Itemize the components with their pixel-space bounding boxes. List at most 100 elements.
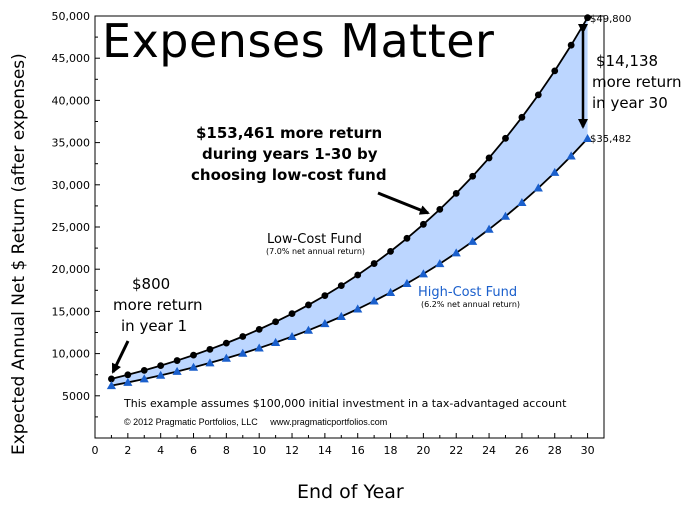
axes: 0 2 4 6 8 10 12 14 16 18 20 22 24 26 28 30500010,00015,… bbox=[52, 10, 605, 457]
x-tick-label: 8 bbox=[223, 444, 230, 457]
low-cost-point bbox=[321, 292, 329, 300]
low-cost-point bbox=[255, 325, 263, 333]
high-cost-series-sublabel: (6.2% net annual return) bbox=[421, 300, 520, 309]
low-cost-point bbox=[337, 282, 345, 290]
low-cost-series-label: Low-Cost Fund bbox=[267, 232, 362, 247]
high-cost-point bbox=[271, 337, 281, 346]
low-cost-point bbox=[222, 339, 230, 347]
low-cost-point bbox=[140, 366, 148, 374]
y-tick-label: 45,000 bbox=[52, 52, 91, 65]
high-cost-point bbox=[500, 211, 511, 220]
high-cost-point bbox=[221, 353, 231, 362]
y-tick-label: 35,000 bbox=[52, 137, 91, 150]
low-cost-point bbox=[206, 345, 214, 353]
high-cost-point bbox=[303, 325, 314, 334]
x-tick-label: 26 bbox=[515, 444, 529, 457]
high-cost-point bbox=[172, 366, 182, 375]
low-cost-point bbox=[370, 260, 378, 267]
y-axis-label: Expected Annual Net $ Return (after expe… bbox=[9, 53, 29, 455]
high-cost-point bbox=[238, 348, 248, 357]
high-cost-point bbox=[418, 269, 428, 278]
x-axis-label: End of Year bbox=[297, 481, 404, 503]
year1-annotation-line1: $800 bbox=[132, 275, 170, 293]
high-cost-point bbox=[582, 133, 593, 142]
high-cost-point bbox=[566, 151, 576, 160]
high-cost-point bbox=[336, 311, 346, 320]
y-tick-label: 30,000 bbox=[52, 179, 91, 192]
x-tick-label: 16 bbox=[351, 444, 365, 457]
high-cost-point bbox=[353, 304, 363, 313]
high-cost-point bbox=[139, 374, 149, 383]
low-cost-point bbox=[239, 333, 247, 340]
high-cost-point bbox=[435, 259, 445, 268]
footnote: This example assumes $100,000 initial in… bbox=[123, 397, 567, 410]
high-cost-point bbox=[156, 370, 166, 379]
x-tick-label: 28 bbox=[548, 444, 562, 457]
low-cost-point bbox=[190, 351, 197, 359]
y-tick-label: 50,000 bbox=[52, 10, 91, 23]
low-cost-end-value: $49,800 bbox=[590, 14, 631, 25]
y-tick-label: 25,000 bbox=[52, 221, 91, 234]
chart-title: Expenses Matter bbox=[102, 14, 494, 68]
low-cost-point bbox=[502, 134, 509, 142]
high-cost-point bbox=[484, 224, 494, 233]
high-cost-point bbox=[369, 296, 379, 305]
x-tick-label: 20 bbox=[416, 444, 430, 457]
high-cost-point bbox=[468, 236, 478, 245]
year1-annotation-line2: more return bbox=[113, 296, 203, 314]
x-tick-label: 18 bbox=[384, 444, 398, 457]
y-tick-label: 10,000 bbox=[52, 348, 91, 361]
low-cost-point bbox=[288, 310, 296, 318]
low-cost-point bbox=[419, 220, 427, 228]
high-cost-point bbox=[106, 381, 117, 390]
x-tick-label: 6 bbox=[190, 444, 197, 457]
low-cost-point bbox=[354, 271, 362, 279]
series-layer bbox=[106, 14, 593, 390]
x-tick-label: 14 bbox=[318, 444, 332, 457]
high-cost-point bbox=[517, 197, 527, 207]
x-tick-label: 0 bbox=[92, 444, 99, 457]
low-cost-point bbox=[305, 301, 312, 309]
plot-frame bbox=[94, 15, 605, 439]
high-cost-point bbox=[320, 319, 330, 328]
high-cost-point bbox=[385, 287, 396, 296]
low-cost-point bbox=[584, 14, 591, 22]
low-cost-point bbox=[387, 247, 394, 255]
copyright: © 2012 Pragmatic Portfolios, LLC www.pra… bbox=[124, 417, 387, 427]
low-cost-point bbox=[173, 357, 181, 364]
year1-annotation-line3: in year 1 bbox=[121, 317, 187, 335]
x-tick-label: 10 bbox=[252, 444, 266, 457]
x-tick-label: 2 bbox=[124, 444, 131, 457]
low-cost-point bbox=[436, 205, 444, 213]
low-cost-point bbox=[567, 41, 575, 49]
high-cost-point bbox=[123, 377, 133, 386]
low-cost-point bbox=[272, 318, 280, 326]
y-tick-label: 15,000 bbox=[52, 305, 91, 318]
low-cost-point bbox=[124, 371, 132, 379]
total-annotation-line1: $153,461 more return bbox=[196, 124, 382, 142]
high-cost-point bbox=[533, 183, 543, 192]
low-cost-point bbox=[403, 234, 411, 242]
year1-annotation-arrow bbox=[111, 340, 130, 374]
low-cost-point bbox=[551, 67, 559, 75]
x-tick-label: 22 bbox=[449, 444, 463, 457]
y-tick-label: 20,000 bbox=[52, 263, 91, 276]
high-cost-point bbox=[188, 362, 199, 371]
total-annotation-line2: during years 1-30 by bbox=[202, 145, 378, 163]
x-tick-label: 4 bbox=[157, 444, 164, 457]
high-cost-point bbox=[287, 331, 297, 341]
year30-annotation-line3: in year 30 bbox=[592, 94, 668, 112]
x-tick-label: 30 bbox=[581, 444, 595, 457]
low-cost-point bbox=[534, 91, 542, 99]
high-cost-end-value: $35,482 bbox=[590, 134, 631, 145]
low-cost-point bbox=[518, 113, 526, 121]
high-cost-point bbox=[550, 167, 560, 176]
high-cost-point bbox=[205, 358, 215, 367]
low-cost-series-sublabel: (7.0% net annual return) bbox=[266, 247, 365, 256]
low-cost-point bbox=[485, 154, 493, 162]
total-annotation-arrow bbox=[377, 191, 430, 215]
low-cost-point bbox=[108, 375, 115, 383]
x-tick-label: 24 bbox=[482, 444, 496, 457]
high-cost-series-label: High-Cost Fund bbox=[418, 285, 517, 300]
